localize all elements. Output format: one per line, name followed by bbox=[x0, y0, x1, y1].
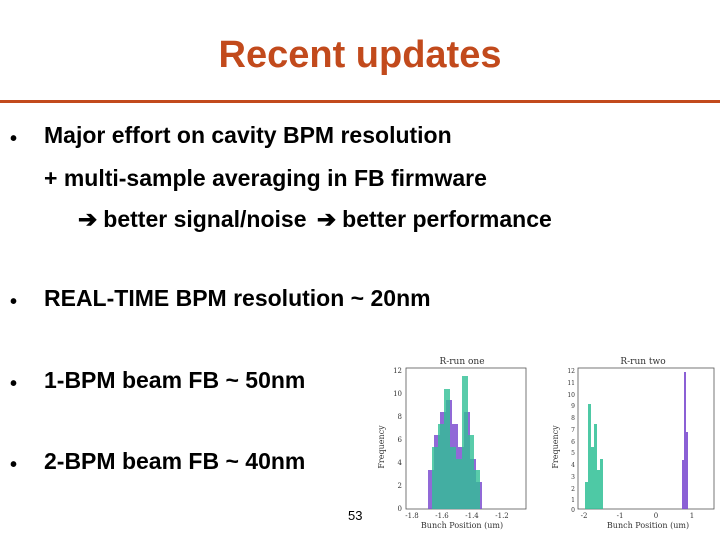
hist-left-ytick: 0 bbox=[398, 505, 402, 513]
hist-right-ytick: 9 bbox=[571, 403, 575, 410]
bullet-2-text: REAL-TIME BPM resolution ~ 20nm bbox=[44, 285, 431, 311]
hist-right-ytick: 0 bbox=[571, 507, 575, 514]
bullet-1-sub1: + multi-sample averaging in FB firmware bbox=[44, 165, 487, 191]
bullet-marker: • bbox=[10, 128, 18, 150]
hist-right-title: R-run two bbox=[620, 357, 665, 367]
hist-left-xtick: -1.2 bbox=[495, 512, 509, 520]
hist-right-ytick: 11 bbox=[567, 380, 575, 387]
hist-right-ytick: 12 bbox=[567, 368, 575, 375]
title-divider bbox=[0, 100, 720, 103]
bullet-1-sub2: ➔ better signal/noise ➔ better performance bbox=[78, 206, 552, 233]
hist-right-xtick: -1 bbox=[617, 512, 624, 520]
hist-left-ytick: 6 bbox=[398, 436, 403, 444]
hist-left-ylabel: Frequency bbox=[377, 425, 386, 469]
hist-right-ytick: 8 bbox=[571, 415, 575, 422]
hist-left-title: R-run one bbox=[439, 357, 484, 367]
page-number: 53 bbox=[348, 508, 363, 523]
bullet-1-sub2-a: better signal/noise bbox=[103, 206, 307, 232]
hist-right-axes bbox=[577, 367, 715, 510]
bullet-1-sub2-b: better performance bbox=[342, 206, 552, 232]
hist-left-xtick: -1.6 bbox=[435, 512, 449, 520]
slide-title: Recent updates bbox=[218, 34, 502, 76]
hist-right-bars bbox=[585, 372, 688, 509]
hist-left-ytick: 10 bbox=[393, 390, 402, 398]
hist-right-ytick: 5 bbox=[571, 450, 575, 457]
hist-left-bars bbox=[428, 376, 482, 509]
bullet-marker: • bbox=[10, 291, 18, 313]
histogram-left: R-run one Frequency 12 10 8 6 4 2 0 -1.8… bbox=[377, 357, 527, 530]
bullet-marker: • bbox=[10, 373, 18, 395]
arrow-icon: ➔ bbox=[316, 206, 337, 232]
hist-right-ytick: 4 bbox=[571, 462, 575, 469]
histogram-right: R-run two Frequency 12 11 10 9 8 7 6 5 4… bbox=[551, 357, 715, 530]
hist-left-ytick: 12 bbox=[393, 367, 402, 375]
hist-right-xtick: -2 bbox=[581, 512, 588, 520]
arrow-icon: ➔ bbox=[78, 206, 98, 232]
hist-right-ytick: 10 bbox=[567, 392, 575, 399]
bullet-3-text: 1-BPM beam FB ~ 50nm bbox=[44, 367, 306, 393]
bullet-4-text: 2-BPM beam FB ~ 40nm bbox=[44, 448, 306, 474]
bullet-1-text: Major effort on cavity BPM resolution bbox=[44, 122, 452, 148]
hist-left-xtick: -1.8 bbox=[405, 512, 419, 520]
hist-right-ytick: 7 bbox=[571, 427, 575, 434]
hist-right-xtick: 1 bbox=[690, 512, 694, 520]
hist-right-ytick: 2 bbox=[571, 486, 575, 493]
hist-right-ylabel: Frequency bbox=[551, 425, 560, 469]
hist-right-xlabel: Bunch Position (um) bbox=[607, 521, 689, 530]
hist-left-ytick: 4 bbox=[398, 459, 403, 467]
hist-left-xlabel: Bunch Position (um) bbox=[421, 521, 503, 530]
hist-right-ytick: 1 bbox=[571, 497, 575, 504]
hist-left-ytick: 2 bbox=[398, 482, 402, 490]
hist-right-ytick: 3 bbox=[571, 474, 575, 481]
hist-left-xtick: -1.4 bbox=[465, 512, 479, 520]
hist-right-ytick: 6 bbox=[571, 439, 575, 446]
hist-right-xtick: 0 bbox=[654, 512, 658, 520]
hist-left-ytick: 8 bbox=[398, 413, 402, 421]
bullet-marker: • bbox=[10, 454, 18, 476]
